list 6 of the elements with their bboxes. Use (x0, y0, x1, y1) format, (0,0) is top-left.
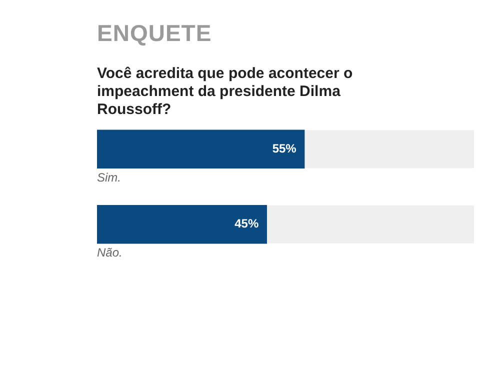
y-tick-label: Sim. (97, 170, 121, 184)
chart-title: ENQUETE (97, 20, 212, 47)
data-label: 45% (234, 216, 259, 231)
data-label: 55% (272, 141, 297, 156)
chart-subtitle: Você acredita que pode acontecer o impeachment da presidente Dilma Roussoff? (97, 65, 354, 119)
y-tick-label: Não. (97, 246, 122, 260)
